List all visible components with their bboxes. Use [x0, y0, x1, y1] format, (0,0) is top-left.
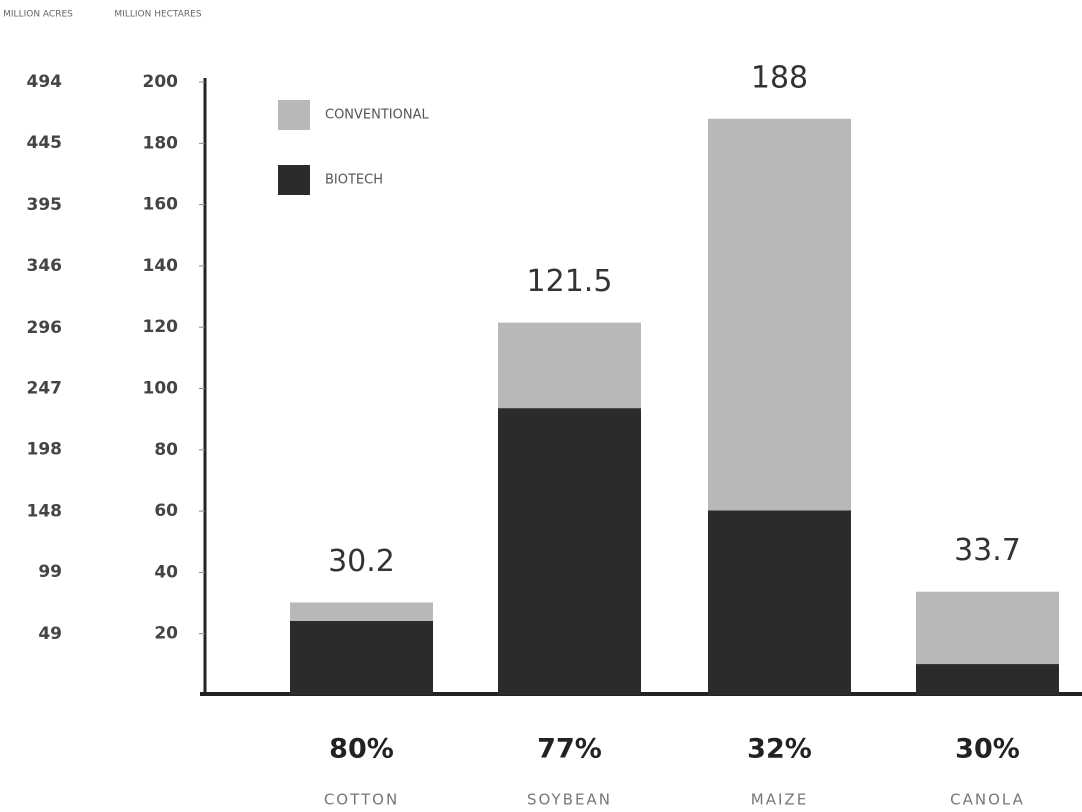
bar-segment — [290, 602, 433, 621]
bar-segment — [916, 664, 1059, 695]
y2-tick-label: 445 — [27, 133, 63, 153]
bar-segment — [708, 510, 851, 695]
total-label: 188 — [751, 60, 808, 95]
y-tick-label: 100 — [143, 379, 179, 399]
bar-segment — [498, 322, 641, 409]
y-tick-label: 160 — [143, 195, 179, 215]
x-tick-label: COTTON — [324, 791, 399, 809]
y2-tick-label: 296 — [27, 318, 63, 338]
y-tick-label: 60 — [154, 501, 178, 521]
total-label: 30.2 — [328, 544, 395, 579]
x-tick-label: MAIZE — [751, 791, 808, 809]
total-label: 33.7 — [954, 533, 1021, 568]
share-label: 80% — [329, 734, 394, 765]
y2-tick-label: 49 — [38, 624, 62, 644]
share-label: 32% — [747, 734, 812, 765]
y2-tick-label: 494 — [27, 72, 63, 92]
bar-segment — [498, 408, 641, 695]
legend-swatch — [278, 100, 310, 130]
y2-tick-label: 346 — [27, 256, 63, 276]
legend-label: BIOTECH — [325, 173, 383, 188]
y-tick-label: 120 — [143, 317, 179, 337]
y-tick-label: 80 — [154, 440, 178, 460]
y-tick-label: 140 — [143, 256, 179, 276]
share-label: 30% — [955, 734, 1020, 765]
bar-segment — [916, 591, 1059, 665]
bar-segment — [708, 118, 851, 511]
y2-tick-label: 395 — [27, 195, 63, 215]
share-label: 77% — [537, 734, 602, 765]
y2-tick-label: 247 — [27, 379, 63, 399]
y-tick-label: 180 — [143, 133, 179, 153]
total-label: 121.5 — [527, 264, 613, 299]
x-tick-label: CANOLA — [950, 791, 1025, 809]
y-tick-label: 40 — [154, 562, 178, 582]
legend-label: CONVENTIONAL — [325, 108, 429, 123]
y2-axis-label: MILLION ACRES — [3, 10, 73, 20]
y2-tick-label: 148 — [27, 501, 63, 521]
y-tick-label: 200 — [143, 72, 179, 92]
y-axis-label: MILLION HECTARES — [114, 10, 201, 20]
bar-segment — [290, 620, 433, 695]
legend-swatch — [278, 165, 310, 195]
y2-tick-label: 198 — [27, 439, 63, 459]
x-tick-label: SOYBEAN — [527, 791, 612, 809]
y2-tick-label: 99 — [38, 562, 62, 582]
y-tick-label: 20 — [154, 624, 178, 644]
